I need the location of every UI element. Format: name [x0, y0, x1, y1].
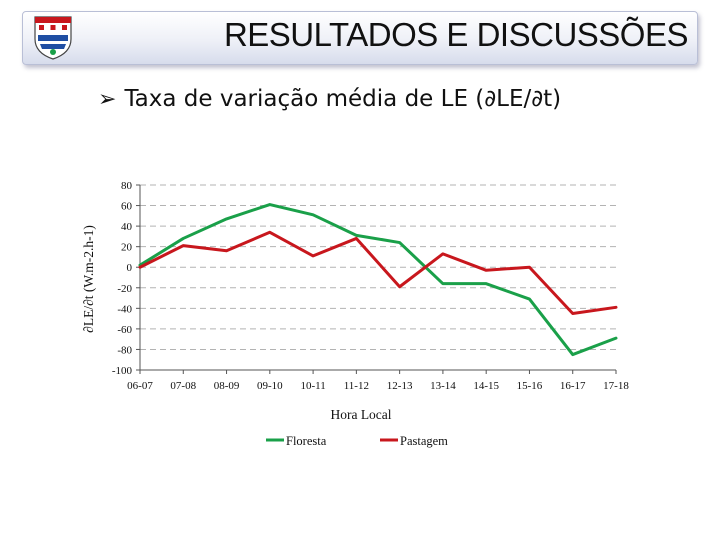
- x-tick-label: 13-14: [430, 380, 456, 392]
- header-bar: [22, 11, 698, 65]
- y-axis-title: ∂LE/∂t (W.m-2.h-1): [81, 225, 96, 333]
- legend-label: Floresta: [286, 434, 327, 448]
- y-tick-label: 40: [121, 221, 133, 233]
- y-tick-label: 0: [127, 262, 133, 274]
- series-line-0: [138, 203, 618, 357]
- y-tick-label: -40: [117, 303, 132, 315]
- x-tick-label: 10-11: [300, 380, 325, 392]
- subtitle: ➢ Taxa de variação média de LE (∂LE/∂t): [98, 86, 561, 112]
- x-tick-label: 12-13: [387, 380, 413, 392]
- x-tick-label: 14-15: [473, 380, 499, 392]
- x-tick-label: 06-07: [127, 380, 153, 392]
- y-tick-label: -100: [112, 365, 133, 377]
- university-crest-icon: [34, 16, 72, 60]
- x-tick-label: 15-16: [517, 380, 543, 392]
- y-tick-label: -80: [117, 344, 132, 356]
- x-tick-label: 16-17: [560, 380, 586, 392]
- x-tick-label: 09-10: [257, 380, 283, 392]
- series-line-1: [138, 230, 618, 315]
- x-axis-title: Hora Local: [330, 407, 391, 422]
- x-tick-label: 11-12: [344, 380, 369, 392]
- legend-label: Pastagem: [400, 434, 448, 448]
- y-tick-label: -20: [117, 283, 132, 295]
- x-tick-label: 17-18: [603, 380, 629, 392]
- y-tick-label: 20: [121, 242, 133, 254]
- y-tick-label: -60: [117, 324, 132, 336]
- header-title: RESULTADOS E DISCUSSÕES: [223, 16, 689, 53]
- subtitle-text: Taxa de variação média de LE (∂LE/∂t): [124, 86, 562, 112]
- y-tick-label: 80: [121, 180, 133, 192]
- x-tick-label: 08-09: [214, 380, 240, 392]
- arrow-bullet-icon: ➢: [98, 87, 117, 112]
- x-tick-label: 07-08: [170, 380, 196, 392]
- y-tick-label: 60: [121, 201, 133, 213]
